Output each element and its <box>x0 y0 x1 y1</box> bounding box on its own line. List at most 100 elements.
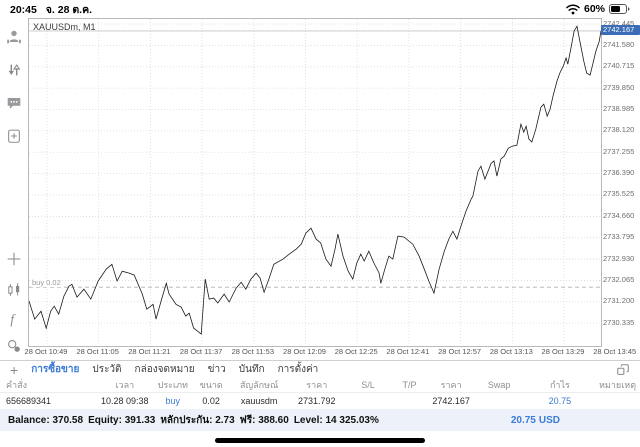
status-date: จ. 28 ต.ค. <box>45 3 93 16</box>
y-axis-tick: 2741.580 <box>603 39 635 49</box>
column-header: ราคา <box>440 380 462 390</box>
price-line-series <box>29 25 601 335</box>
chat-icon <box>7 98 21 109</box>
indicators-icon: f <box>10 312 16 327</box>
order-cell-open_price: 2731.792 <box>297 395 336 406</box>
column-header: ราคา <box>306 380 328 390</box>
tab-item[interactable]: การซื้อขาย <box>31 364 80 375</box>
column-header: S/L <box>361 380 375 390</box>
status-time: 20:45 <box>10 3 37 16</box>
trade-arrows-icon <box>8 64 21 76</box>
column-header: หมายเหตุ <box>599 380 637 390</box>
x-axis-tick: 28 Oct 11:53 <box>231 347 274 356</box>
y-axis-tick: 2738.120 <box>603 125 635 135</box>
tab-item[interactable]: ข่าว <box>207 364 226 375</box>
time-axis: 28 Oct 10:49 28 Oct 11:05 28 Oct 11:21 28 O… <box>25 346 640 359</box>
column-header: เวลา <box>115 380 135 390</box>
svg-text:f: f <box>10 312 16 327</box>
accounts-button[interactable] <box>3 26 25 48</box>
x-axis-tick: 28 Oct 12:25 <box>334 347 378 356</box>
tab-item[interactable]: กล่องจดหมาย <box>134 364 195 375</box>
order-cell-profit: 20.75 <box>548 395 572 406</box>
price-chart[interactable] <box>29 19 601 346</box>
column-header: ประเภท <box>157 380 188 390</box>
order-cell-type: buy <box>165 395 181 406</box>
messages-button[interactable] <box>3 92 25 114</box>
y-axis-tick: 2731.200 <box>603 296 635 306</box>
tab-item[interactable]: การตั้งค่า <box>277 364 319 375</box>
y-axis-tick: 2742.445 <box>603 18 635 28</box>
chart-plot-area[interactable]: XAUUSDm, M1 buy 0.02 <box>28 18 602 347</box>
column-header: กำไร <box>549 380 570 390</box>
x-axis-tick: 28 Oct 12:09 <box>283 347 326 356</box>
x-axis-tick: 28 Oct 13:13 <box>489 347 533 356</box>
column-header: T/P <box>402 380 417 390</box>
x-axis-tick: 28 Oct 11:37 <box>179 347 223 356</box>
crosshair-button[interactable] <box>3 248 25 270</box>
y-axis-tick: 2732.065 <box>603 274 635 284</box>
bottom-tab-bar: + การซื้อขาย ประวัติ กล่องจดหมาย ข่าว บันทึก… <box>0 360 640 378</box>
new-order-button[interactable] <box>3 125 25 147</box>
tab-list: การซื้อขาย ประวัติ กล่องจดหมาย ข่าว บันทึก กา… <box>31 362 318 377</box>
x-axis-tick: 28 Oct 12:41 <box>386 347 430 356</box>
column-header: สัญลักษณ์ <box>239 380 279 390</box>
left-toolbar: f M1 <box>0 18 28 369</box>
current-price-flag: 2742.167 <box>601 24 640 35</box>
y-axis-tick: 2738.985 <box>603 104 635 114</box>
summary-segment: Equity: 391.33 <box>88 414 156 426</box>
account-summary-text: Balance: 370.58 Equity: 391.33 หลักประกัน:… <box>8 413 384 428</box>
order-cell-symbol: xauusdm <box>240 395 278 406</box>
chart-type-icon <box>8 283 20 296</box>
account-icon <box>7 30 21 44</box>
column-header: ขนาด <box>199 380 223 390</box>
order-cell-order: 656689341 <box>6 395 52 406</box>
new-order-icon <box>8 129 20 143</box>
add-tab-button[interactable]: + <box>10 361 19 378</box>
objects-icon <box>8 340 20 352</box>
status-left: 20:45 จ. 28 ต.ค. <box>10 1 98 18</box>
summary-segment: ฟรี: 388.60 <box>239 414 289 426</box>
indicators-button[interactable]: f <box>3 308 25 330</box>
x-axis-tick: 28 Oct 11:21 <box>128 347 171 356</box>
y-axis-tick: 2737.255 <box>603 146 635 156</box>
summary-segment: Level: 14 325.03% <box>293 414 379 426</box>
summary-segment: Balance: 370.58 <box>8 414 84 426</box>
order-cell-price: 2742.167 <box>432 395 470 406</box>
y-axis-tick: 2735.525 <box>603 189 635 199</box>
x-axis-tick: 28 Oct 13:45 <box>593 347 637 356</box>
floating-profit-total: 20.75 USD <box>508 415 560 426</box>
tab-item[interactable]: ประวัติ <box>92 364 122 375</box>
price-axis: 2742.445 2741.580 2740.715 2739.850 2738.985… <box>601 18 640 345</box>
order-row[interactable]: 656689341 10.28 09:38 buy 0.02 xauusdm 2731.7… <box>0 393 640 408</box>
orders-table-header: คำสั่ง เวลา ประเภท ขนาด สัญลักษณ์ ราคา S/L T/P ร… <box>0 378 640 393</box>
crosshair-icon <box>7 252 21 266</box>
chart-symbol-label: XAUUSDm, M1 <box>33 22 96 32</box>
y-axis-tick: 2733.795 <box>603 232 635 242</box>
windows-layout-icon[interactable] <box>616 363 630 377</box>
y-axis-tick: 2740.715 <box>603 61 635 71</box>
trade-button[interactable] <box>3 59 25 81</box>
order-cell-time: 10.28 09:38 <box>101 395 149 406</box>
y-axis-tick: 2734.660 <box>603 210 635 220</box>
x-axis-tick: 28 Oct 13:29 <box>541 347 585 356</box>
wifi-icon <box>566 4 580 15</box>
y-axis-tick: 2739.850 <box>603 82 635 92</box>
objects-button[interactable] <box>3 335 25 357</box>
profit-currency: USD <box>538 414 560 426</box>
column-header: Swap <box>487 380 511 390</box>
tab-item[interactable]: บันทึก <box>238 364 265 375</box>
y-axis-tick: 2732.930 <box>603 253 635 263</box>
summary-segment: หลักประกัน: 2.73 <box>160 414 235 426</box>
battery-icon <box>609 4 630 14</box>
battery-percent: 60% <box>583 3 605 15</box>
status-right: 60% <box>566 3 630 15</box>
home-indicator[interactable] <box>215 438 425 443</box>
order-cell-volume: 0.02 <box>202 395 220 406</box>
status-bar: 20:45 จ. 28 ต.ค. 60% <box>0 0 640 18</box>
x-axis-tick: 28 Oct 11:05 <box>76 347 119 356</box>
column-header: คำสั่ง <box>6 380 27 390</box>
floating-profit-value: 20.75 <box>510 414 536 426</box>
chart-type-button[interactable] <box>3 279 25 301</box>
account-summary-bar: Balance: 370.58 Equity: 391.33 หลักประกัน:… <box>0 409 640 431</box>
